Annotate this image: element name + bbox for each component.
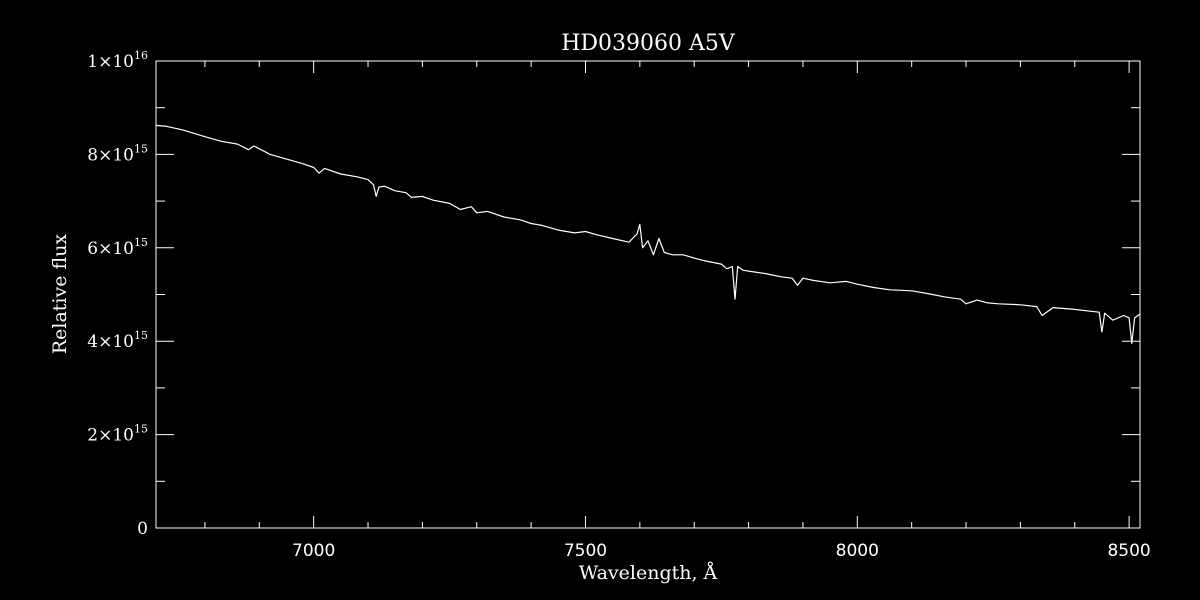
y-tick-label: 8×1015 bbox=[87, 142, 148, 165]
y-tick-label: 2×1015 bbox=[87, 423, 148, 446]
y-axis-label: Relative flux bbox=[49, 234, 71, 355]
plot-frame bbox=[155, 60, 1141, 529]
x-tick-label: 7000 bbox=[292, 541, 335, 561]
chart-title: HD039060 A5V bbox=[561, 31, 736, 56]
axis-ticks bbox=[156, 60, 1140, 529]
axis-tick-labels: 7000 7500 8000 8500 0 2×1015 4×1015 6×1015 8×101… bbox=[87, 49, 1150, 561]
spectrum-line bbox=[155, 124, 1141, 345]
y-tick-label: 6×1015 bbox=[87, 236, 148, 259]
x-tick-label: 8500 bbox=[1107, 541, 1150, 561]
x-tick-label: 8000 bbox=[836, 541, 879, 561]
x-axis-label: Wavelength, Å bbox=[579, 562, 718, 584]
x-tick-label: 7500 bbox=[564, 541, 607, 561]
spectrum-series bbox=[155, 124, 1141, 345]
y-tick-label: 4×1015 bbox=[87, 329, 148, 352]
y-tick-label: 0 bbox=[137, 519, 148, 539]
y-tick-label: 1×1016 bbox=[87, 49, 148, 72]
